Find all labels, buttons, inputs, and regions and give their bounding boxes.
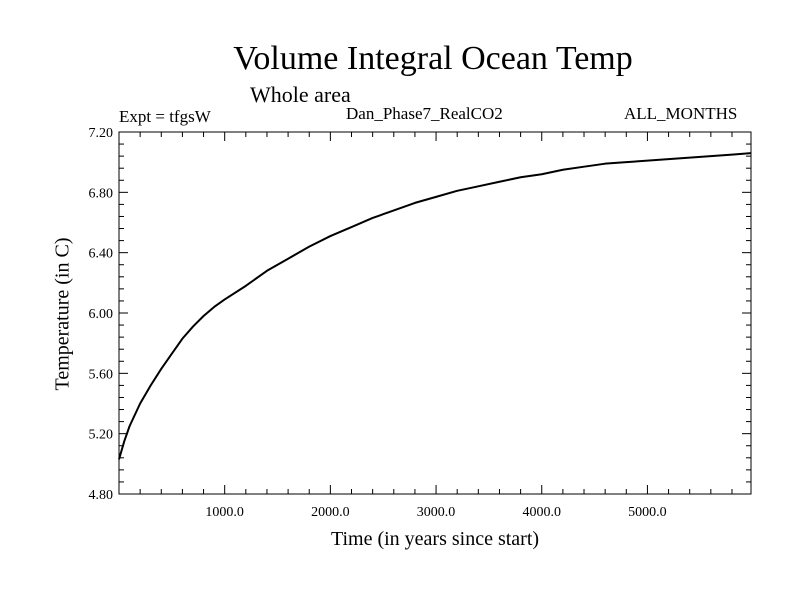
x-axis-label: Time (in years since start) bbox=[330, 528, 540, 550]
y-tick-label: 6.40 bbox=[89, 247, 114, 262]
x-tick-label: 5000.0 bbox=[628, 505, 667, 520]
x-tick-label: 2000.0 bbox=[311, 505, 350, 520]
y-tick-label: 4.80 bbox=[89, 488, 114, 503]
x-tick-label: 1000.0 bbox=[205, 505, 244, 520]
chart-title: Volume Integral Ocean Temp bbox=[233, 40, 633, 77]
period-label: ALL_MONTHS bbox=[624, 104, 738, 123]
axis-ticks bbox=[119, 131, 751, 495]
y-tick-label: 5.60 bbox=[89, 367, 114, 382]
plot-frame bbox=[118, 131, 752, 495]
x-tick-label: 4000.0 bbox=[522, 505, 561, 520]
y-tick-label: 7.20 bbox=[89, 126, 114, 141]
experiment-name: Dan_Phase7_RealCO2 bbox=[346, 104, 503, 123]
y-tick-label: 6.80 bbox=[89, 186, 114, 201]
y-tick-label: 6.00 bbox=[89, 307, 114, 322]
y-tick-label: 5.20 bbox=[89, 428, 114, 443]
x-tick-label: 3000.0 bbox=[417, 505, 456, 520]
experiment-label: Expt = tfgsW bbox=[119, 107, 211, 126]
series-line bbox=[118, 152, 752, 460]
chart-subtitle: Whole area bbox=[250, 82, 351, 107]
axis-tick-labels: 1000.0 2000.0 3000.0 4000.0 5000.0 4.80 5.20 5.… bbox=[89, 126, 667, 520]
